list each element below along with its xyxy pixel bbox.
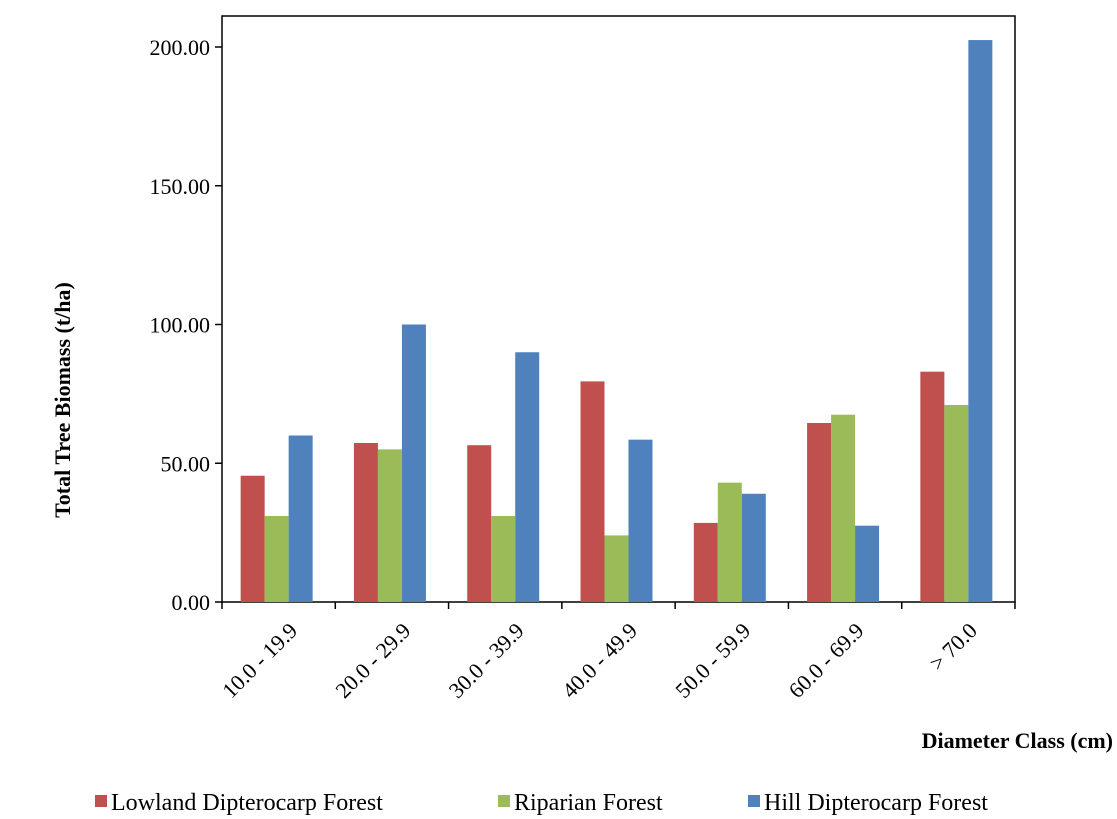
bar xyxy=(944,404,969,602)
y-tick-label: 0.00 xyxy=(172,590,211,615)
legend: Lowland Dipterocarp Forest Riparian Fores… xyxy=(95,790,988,816)
bar xyxy=(377,449,402,602)
y-tick-label: 150.00 xyxy=(150,174,211,199)
plot-border xyxy=(221,15,1016,603)
bar xyxy=(580,381,605,602)
bar xyxy=(264,515,289,602)
y-axis-title: Total Tree Biomass (t/ha) xyxy=(50,282,75,518)
bar xyxy=(288,435,313,602)
bar xyxy=(920,371,945,602)
y-axis: 0.00 50.00 100.00 150.00 200.00 xyxy=(150,35,222,615)
x-tick-label: 20.0 - 29.9 xyxy=(330,618,415,703)
x-tick-label: 60.0 - 69.9 xyxy=(784,618,869,703)
legend-label: Riparian Forest xyxy=(514,790,663,816)
legend-swatch xyxy=(95,795,107,807)
bar xyxy=(628,439,653,602)
bar xyxy=(515,352,540,602)
x-tick-label: 30.0 - 39.9 xyxy=(444,618,529,703)
bar xyxy=(717,482,742,602)
y-tick-label: 100.00 xyxy=(150,313,211,338)
legend-label: Hill Dipterocarp Forest xyxy=(764,790,988,816)
bar xyxy=(240,475,265,602)
bar xyxy=(401,324,426,602)
y-tick-label: 50.00 xyxy=(161,451,211,476)
bar xyxy=(467,445,492,602)
bar xyxy=(855,525,880,602)
x-tick-label: 50.0 - 59.9 xyxy=(670,618,755,703)
bars-group xyxy=(240,40,993,602)
bar xyxy=(693,522,718,602)
y-tick-label: 200.00 xyxy=(150,35,211,60)
bar xyxy=(604,535,629,602)
legend-label: Lowland Dipterocarp Forest xyxy=(111,790,383,816)
x-tick-label: 10.0 - 19.9 xyxy=(217,618,302,703)
bar xyxy=(968,40,993,602)
legend-swatch xyxy=(748,795,760,807)
x-tick-label: 40.0 - 49.9 xyxy=(557,618,642,703)
x-tick-label: > 70.0 xyxy=(924,618,982,676)
bar xyxy=(807,423,832,602)
bar xyxy=(353,442,378,602)
x-axis-title: Diameter Class (cm) xyxy=(922,728,1113,753)
bar xyxy=(741,493,766,602)
bar xyxy=(831,414,856,602)
legend-swatch xyxy=(498,795,510,807)
x-axis: 10.0 - 19.9 20.0 - 29.9 30.0 - 39.9 40.0 - … xyxy=(217,602,1016,703)
bar xyxy=(491,515,516,602)
plot-area xyxy=(221,15,1016,603)
